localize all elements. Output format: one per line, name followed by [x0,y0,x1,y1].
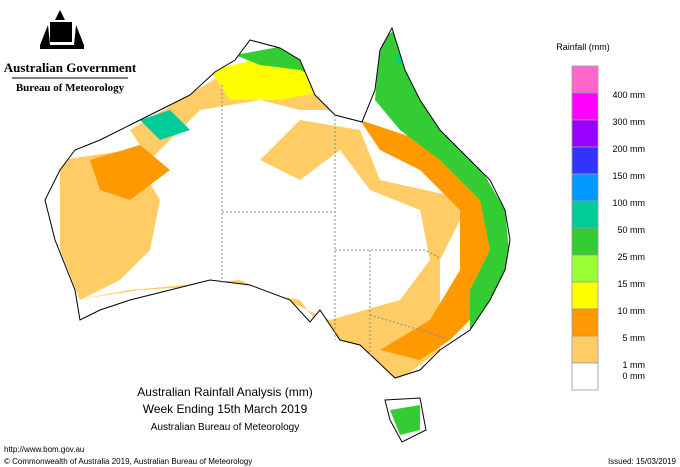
legend-swatch [571,254,599,283]
map-source: Australian Bureau of Meteorology [151,422,299,433]
legend-label: 150 mm [612,171,645,181]
legend-label: 100 mm [612,198,645,208]
legend-label: 400 mm [612,90,645,100]
legend-label: 25 mm [617,252,645,262]
state-borders [221,85,451,355]
bureau-name: Bureau of Meteorology [16,82,125,94]
legend-swatch [571,308,599,337]
legend-swatch [571,362,599,391]
legend-label: 15 mm [617,279,645,289]
legend-label: 200 mm [612,144,645,154]
legend: 400 mm 300 mm 200 mm 150 mm 100 mm 50 mm 25 mm… [571,65,646,391]
legend-swatch [571,227,599,256]
map-title: Australian Rainfall Analysis (mm) [137,385,312,399]
coat-of-arms [40,10,84,49]
legend-title: Rainfall (mm) [556,42,610,52]
government-name: Australian Government [4,60,137,75]
legend-swatch [571,173,599,202]
legend-swatch [571,146,599,175]
legend-label: 300 mm [612,117,645,127]
legend-swatch [571,335,599,364]
legend-label: 5 mm [623,333,646,343]
footer-copyright: © Commonwealth of Australia 2019, Austra… [4,457,252,466]
coastline [44,26,511,443]
legend-swatch [571,65,599,94]
legend-label: 50 mm [617,225,645,235]
map-subtitle: Week Ending 15th March 2019 [143,402,308,416]
footer-url: http://www.bom.gov.au [4,445,84,454]
legend-swatch [571,92,599,121]
legend-swatch [571,200,599,229]
legend-label: 1 mm [623,360,646,370]
legend-label: 10 mm [617,306,645,316]
legend-swatch [571,119,599,148]
footer-issued: Issued: 15/03/2019 [608,457,677,466]
legend-swatch [571,281,599,310]
legend-label: 0 mm [623,371,646,381]
